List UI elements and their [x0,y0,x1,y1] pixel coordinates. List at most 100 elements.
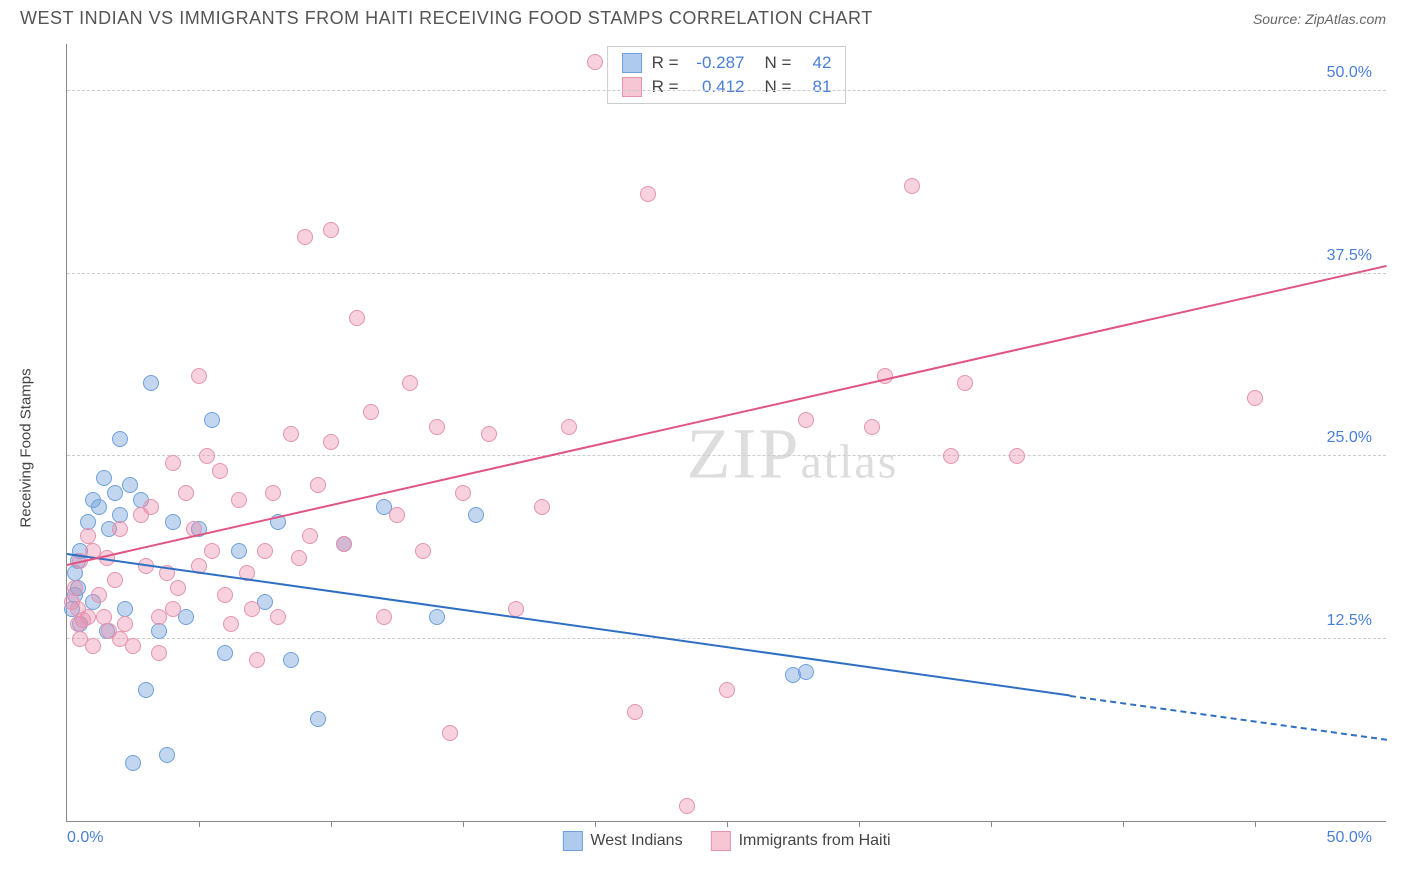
scatter-point [165,514,181,530]
scatter-point [117,616,133,632]
x-tick [595,821,596,827]
gridline [67,273,1386,274]
scatter-point [122,477,138,493]
scatter-point [199,448,215,464]
scatter-point [107,485,123,501]
legend-swatch [562,831,582,851]
r-value: 0.412 [689,77,745,97]
scatter-point [231,492,247,508]
x-tick [1255,821,1256,827]
y-tick-label: 25.0% [1327,429,1372,447]
gridline [67,90,1386,91]
scatter-point [302,528,318,544]
y-tick-label: 50.0% [1327,64,1372,82]
scatter-point [112,507,128,523]
scatter-point [178,485,194,501]
chart-title: WEST INDIAN VS IMMIGRANTS FROM HAITI REC… [20,8,873,29]
x-tick [199,821,200,827]
scatter-point [170,580,186,596]
legend-item: West Indians [562,831,682,851]
scatter-point [587,54,603,70]
legend-swatch [622,53,642,73]
scatter-point [91,499,107,515]
r-label: R = [652,77,679,97]
scatter-point [534,499,550,515]
scatter-point [143,499,159,515]
scatter-point [80,514,96,530]
scatter-point [310,477,326,493]
scatter-point [138,682,154,698]
x-tick [463,821,464,827]
scatter-point [91,587,107,603]
scatter-point [80,528,96,544]
chart-header: WEST INDIAN VS IMMIGRANTS FROM HAITI REC… [0,0,1406,33]
scatter-point [96,470,112,486]
scatter-point [165,601,181,617]
legend-label: West Indians [590,832,682,850]
legend-swatch [711,831,731,851]
scatter-point [67,580,83,596]
scatter-point [204,412,220,428]
scatter-point [943,448,959,464]
series-legend: West Indians Immigrants from Haiti [562,831,890,851]
r-label: R = [652,53,679,73]
y-tick-label: 12.5% [1327,612,1372,630]
scatter-point [627,704,643,720]
x-tick [727,821,728,827]
scatter-point [310,711,326,727]
scatter-point [249,652,265,668]
scatter-point [798,412,814,428]
scatter-point [455,485,471,501]
scatter-point [349,310,365,326]
scatter-point [125,638,141,654]
scatter-point [323,434,339,450]
trend-line [67,265,1387,566]
gridline [67,455,1386,456]
correlation-stats-box: R = -0.287 N = 42R = 0.412 N = 81 [607,46,847,104]
scatter-point [107,572,123,588]
scatter-point [125,755,141,771]
r-value: -0.287 [689,53,745,73]
scatter-point [904,178,920,194]
trend-line [1070,695,1387,741]
stats-row: R = -0.287 N = 42 [622,51,832,75]
scatter-point [112,431,128,447]
x-tick [1123,821,1124,827]
scatter-point [85,638,101,654]
scatter-point [283,426,299,442]
y-axis-label: Receiving Food Stamps [18,368,35,527]
scatter-point [481,426,497,442]
stats-row: R =0.412N =81 [622,75,832,99]
scatter-point [363,404,379,420]
scatter-point [429,419,445,435]
n-value: 81 [801,77,831,97]
source-attribution: Source: ZipAtlas.com [1253,11,1386,27]
plot-area: ZIPatlas R =-0.287N =42R =0.412N =81 0.0… [66,44,1386,822]
scatter-point [165,455,181,471]
trend-line [67,553,1070,697]
scatter-point [223,616,239,632]
legend-swatch [622,77,642,97]
scatter-point [429,609,445,625]
scatter-point [719,682,735,698]
n-label: N = [765,53,792,73]
scatter-point [257,543,273,559]
chart-container: Receiving Food Stamps ZIPatlas R =-0.287… [44,44,1386,852]
scatter-point [291,550,307,566]
x-tick [991,821,992,827]
scatter-point [80,609,96,625]
legend-label: Immigrants from Haiti [739,832,891,850]
n-value: 42 [801,53,831,73]
scatter-point [336,536,352,552]
x-axis-max-label: 50.0% [1327,829,1372,847]
scatter-point [191,368,207,384]
scatter-point [217,587,233,603]
legend-item: Immigrants from Haiti [711,831,891,851]
x-tick [859,821,860,827]
scatter-point [265,485,281,501]
scatter-point [151,645,167,661]
scatter-point [231,543,247,559]
scatter-point [244,601,260,617]
scatter-point [297,229,313,245]
scatter-point [640,186,656,202]
